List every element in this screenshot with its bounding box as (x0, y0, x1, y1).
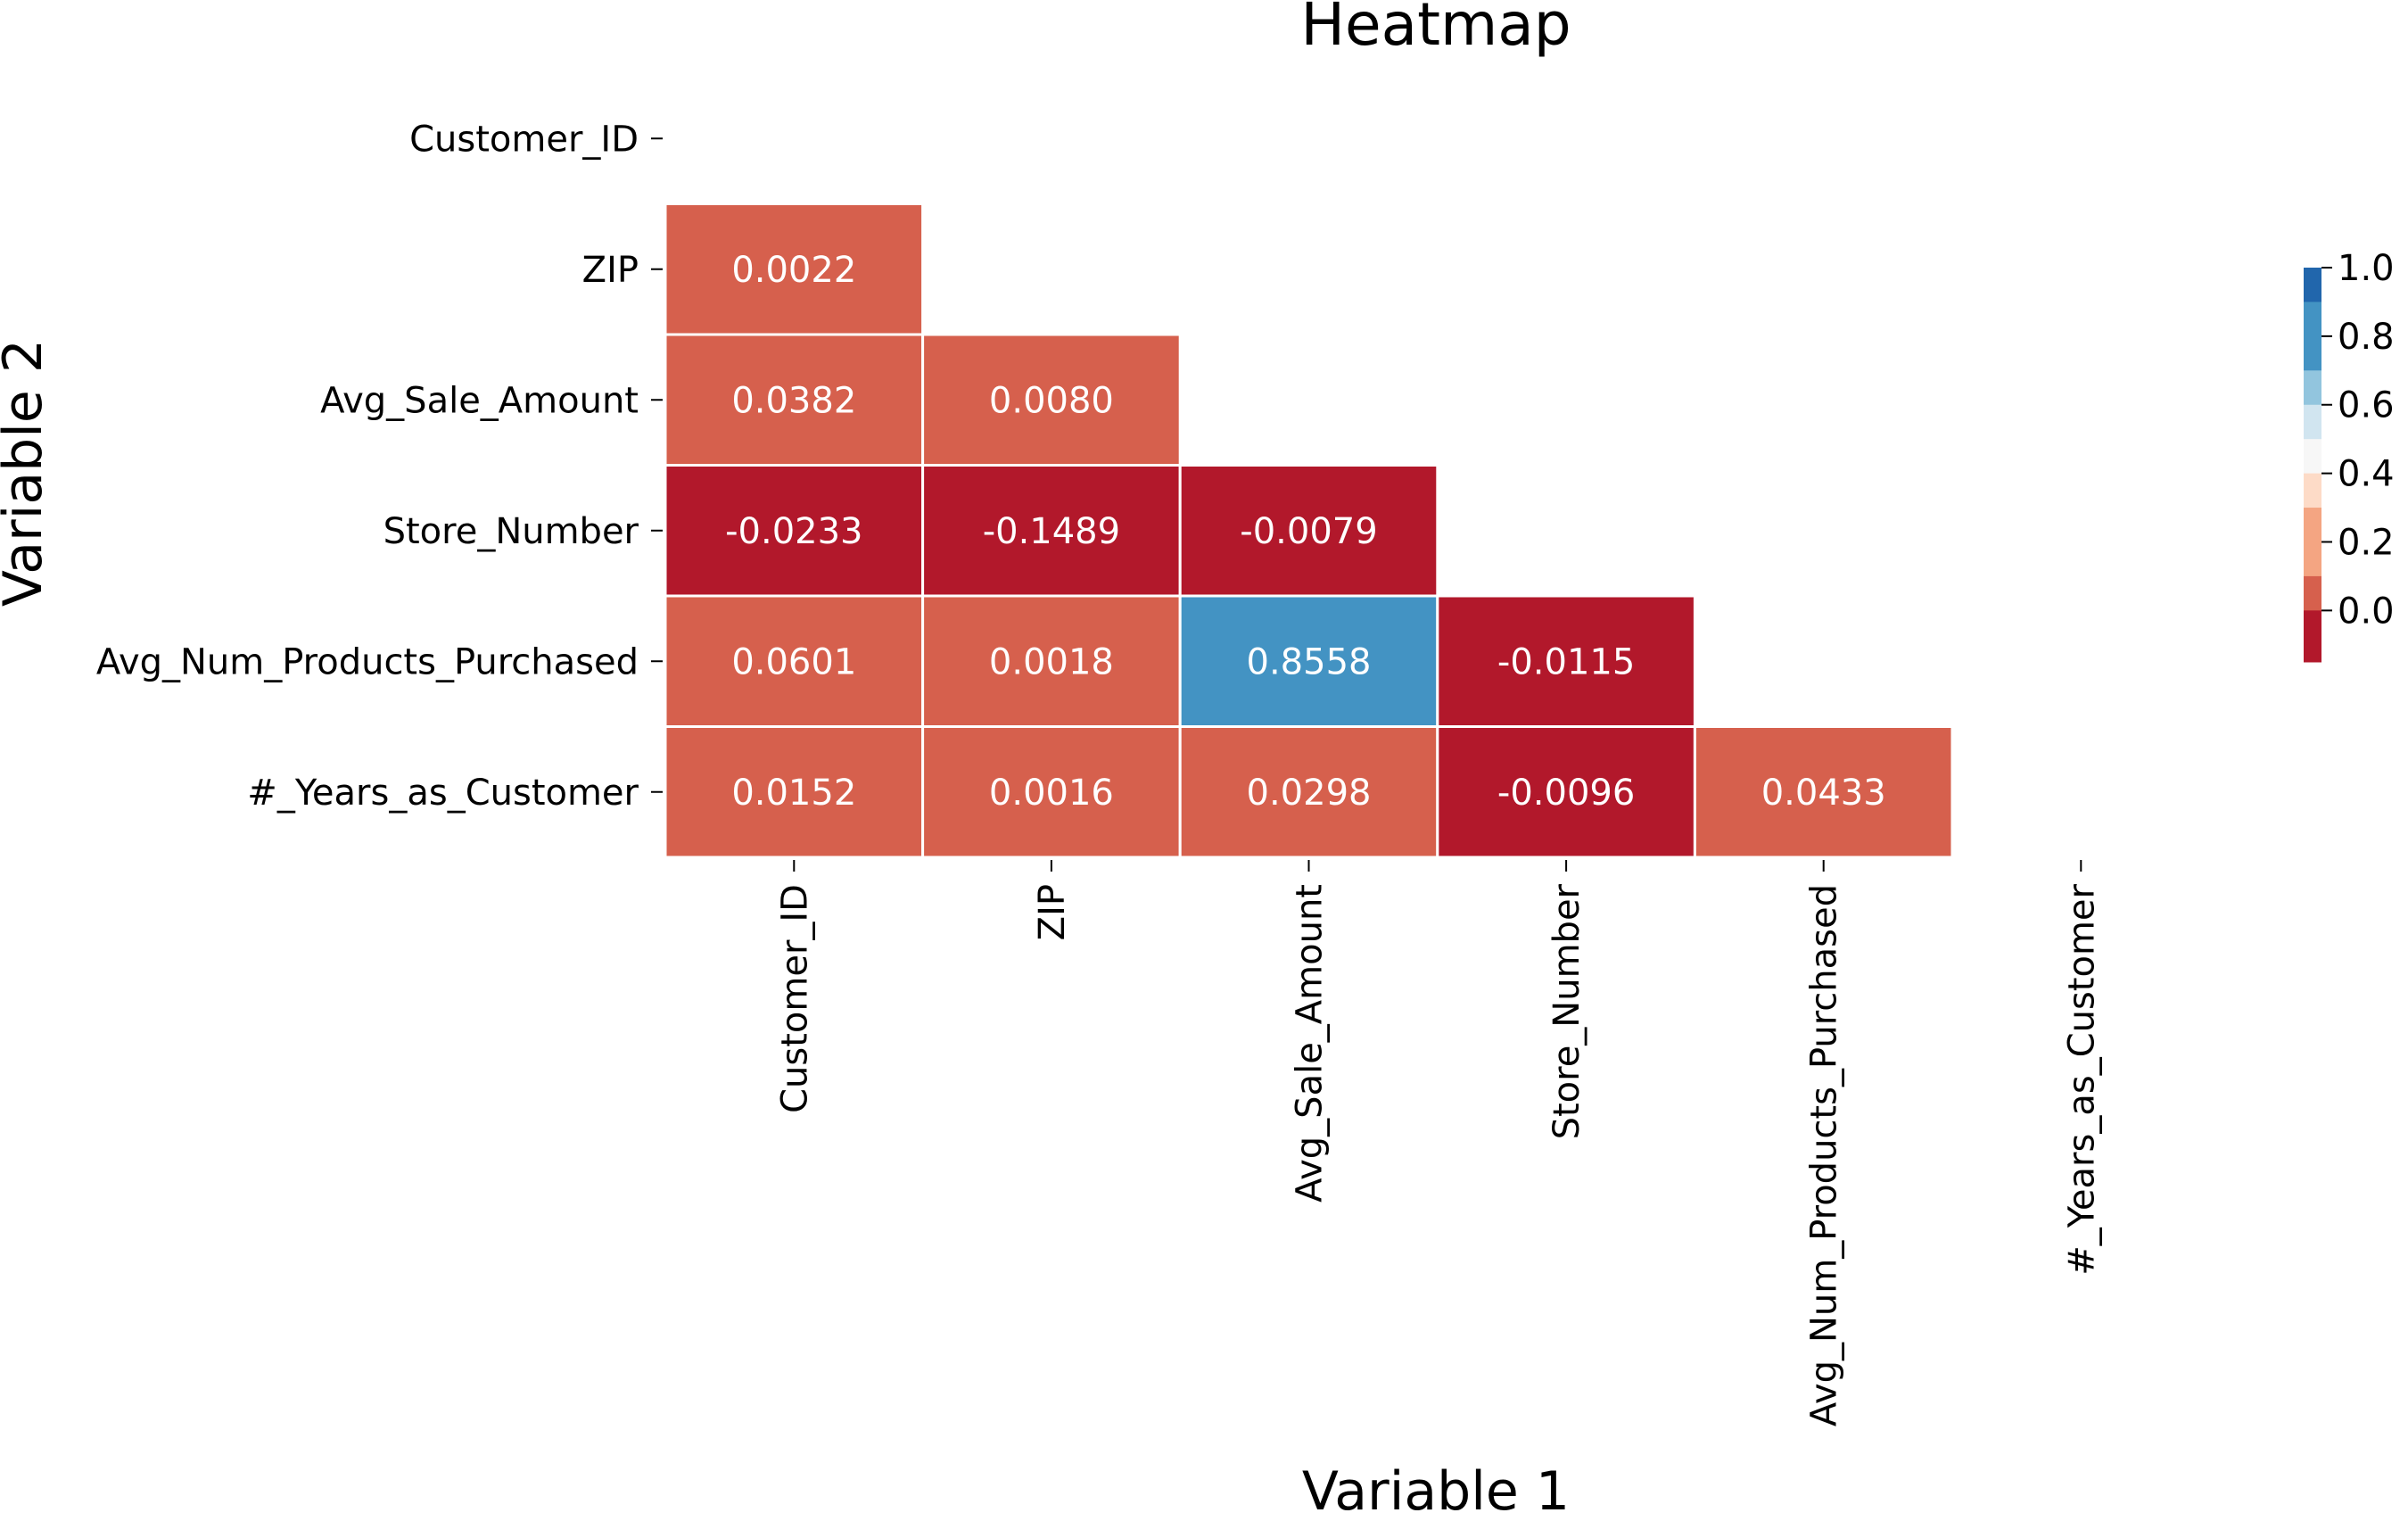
x-tick-label: Store_Number (1546, 883, 1587, 1139)
y-tick-label: Avg_Num_Products_Purchased (96, 641, 639, 682)
cell-value-label: -0.0115 (1497, 641, 1635, 682)
colorbar-tick-label: 0.6 (2338, 385, 2395, 426)
cell-value-label: -0.0096 (1497, 773, 1635, 814)
x-tick-label: Avg_Sale_Amount (1290, 884, 1331, 1203)
x-axis-label: Variable 1 (1302, 1460, 1570, 1521)
colorbar-segment (2304, 473, 2321, 508)
colorbar-segment (2304, 268, 2321, 302)
colorbar-segment (2304, 302, 2321, 371)
colorbar-tick-label: 1.0 (2338, 248, 2395, 289)
y-tick-label: Avg_Sale_Amount (320, 380, 639, 421)
x-tick-label: Avg_Num_Products_Purchased (1804, 884, 1845, 1426)
heatmap-cell-#_Years_as_Customer-Avg_Sale_Amount (1178, 725, 1439, 859)
heatmap-cell-Avg_Sale_Amount-Customer_ID (664, 333, 925, 467)
heatmap-cell-Avg_Num_Products_Purchased-ZIP (921, 594, 1182, 728)
colorbar-segment (2304, 508, 2321, 577)
colorbar-segment (2304, 439, 2321, 475)
colorbar-tick-label: 0.8 (2338, 317, 2395, 358)
cell-value-label: 0.0152 (731, 773, 856, 814)
cell-value-label: 0.8558 (1247, 641, 1372, 682)
cell-value-label: 0.0433 (1761, 773, 1886, 814)
cell-value-label: 0.0382 (731, 380, 856, 421)
colorbar-tick-label: 0.2 (2338, 522, 2395, 563)
x-tick-label: Customer_ID (774, 884, 815, 1113)
y-tick-label: #_Years_as_Customer (247, 773, 639, 814)
cell-value-label: 0.0016 (989, 773, 1114, 814)
heatmap-cell-#_Years_as_Customer-ZIP (921, 725, 1182, 859)
colorbar-segment (2304, 404, 2321, 440)
y-axis-label: Variable 2 (0, 339, 54, 607)
colorbar-tick-label: 0.0 (2338, 591, 2395, 632)
y-tick-labels: Customer_ID ZIP Avg_Sale_Amount Store_Numbe… (96, 119, 663, 814)
colorbar-tick-label: 0.4 (2338, 454, 2395, 495)
cell-value-label: -0.1489 (983, 511, 1120, 552)
cell-value-label: 0.0080 (989, 380, 1114, 421)
cell-value-label: 0.0298 (1247, 773, 1372, 814)
y-tick-label: ZIP (582, 250, 639, 291)
heatmap-cell-Store_Number-Customer_ID (664, 464, 925, 598)
y-tick-label: Customer_ID (409, 119, 639, 160)
x-tick-label: #_Years_as_Customer (2061, 883, 2102, 1275)
heatmap-cell-#_Years_as_Customer-Store_Number (1436, 725, 1696, 859)
x-tick-label: ZIP (1032, 884, 1073, 940)
heatmap-cells: 0.0022 0.0382 0.0080 -0.0233 -0.1489 -0.0079 0… (664, 203, 1954, 859)
heatmap-cell-Avg_Sale_Amount-ZIP (921, 333, 1182, 467)
cell-value-label: -0.0079 (1240, 511, 1377, 552)
heatmap-cell-Avg_Num_Products_Purchased-Store_Number (1436, 594, 1696, 728)
cell-value-label: 0.0022 (731, 250, 856, 291)
heatmap-cell-#_Years_as_Customer-Avg_Num_Products_Purchased (1693, 725, 1954, 859)
cell-value-label: 0.0018 (989, 641, 1114, 682)
chart-title: Heatmap (1300, 0, 1571, 59)
x-tick-labels: Customer_ID ZIP Avg_Sale_Amount Store_Numbe… (774, 860, 2102, 1426)
cell-value-label: 0.0601 (731, 641, 856, 682)
heatmap-cell-Store_Number-Avg_Sale_Amount (1178, 464, 1439, 598)
y-tick-label: Store_Number (383, 511, 639, 552)
heatmap-cell-ZIP-Customer_ID (664, 203, 925, 336)
colorbar: 1.0 0.8 0.6 0.4 0.2 0.0 (2304, 248, 2395, 663)
colorbar-segment (2304, 370, 2321, 406)
colorbar-segment (2304, 575, 2321, 611)
cell-value-label: -0.0233 (725, 511, 862, 552)
colorbar-segment (2304, 610, 2321, 663)
